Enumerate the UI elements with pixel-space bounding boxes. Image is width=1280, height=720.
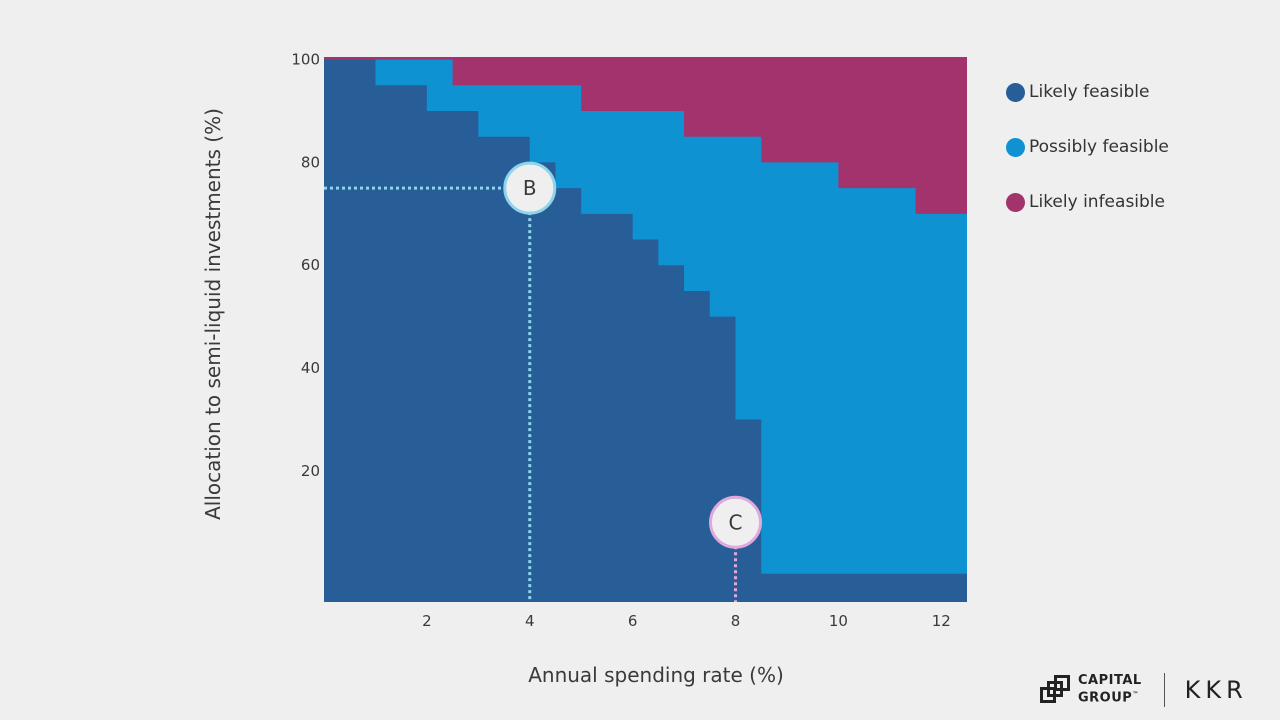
logo-divider xyxy=(1163,673,1165,707)
chart-areas xyxy=(324,57,967,603)
marker-circle-c xyxy=(709,495,763,549)
x-axis-title: Annual spending rate (%) xyxy=(528,663,784,687)
legend-label: Likely infeasible xyxy=(1029,192,1165,212)
legend-swatch-likely-feasible xyxy=(1006,82,1025,102)
footer-logos: CAPITAL GROUP™ KKR xyxy=(1040,672,1248,708)
legend-item-possibly-feasible: Possibly feasible xyxy=(1006,135,1169,159)
legend-swatch-possibly-feasible xyxy=(1006,137,1025,157)
y-axis-title: Allocation to semi-liquid investments (%… xyxy=(201,108,225,520)
capital-group-line2: GROUP xyxy=(1078,690,1133,706)
y-tick-label: 20 xyxy=(301,462,320,480)
x-tick-label: 10 xyxy=(829,612,848,630)
y-tick-label: 80 xyxy=(301,153,320,171)
x-tick-label: 2 xyxy=(422,612,432,630)
x-tick-label: 4 xyxy=(525,612,535,630)
marker-label-c: C xyxy=(729,510,743,534)
legend-swatch-likely-infeasible xyxy=(1006,192,1025,212)
legend: Likely feasible Possibly feasible Likely… xyxy=(1006,80,1169,245)
capital-group-wordmark: CAPITAL GROUP™ xyxy=(1078,674,1142,705)
y-tick-label: 100 xyxy=(291,51,320,69)
y-tick-label: 40 xyxy=(301,359,320,377)
trademark-mark: ™ xyxy=(1132,691,1139,699)
marker-circle-b xyxy=(503,161,557,215)
legend-item-likely-feasible: Likely feasible xyxy=(1006,80,1169,104)
legend-label: Possibly feasible xyxy=(1029,137,1169,157)
legend-label: Likely feasible xyxy=(1029,82,1150,102)
x-tick-label: 8 xyxy=(731,612,741,630)
legend-item-likely-infeasible: Likely infeasible xyxy=(1006,190,1169,214)
capital-group-logo-icon xyxy=(1040,675,1070,705)
area-likely-feasible xyxy=(324,59,967,603)
y-tick-label: 60 xyxy=(301,256,320,274)
annotation-markers: BC xyxy=(503,161,763,549)
marker-label-b: B xyxy=(523,176,537,200)
capital-group-line1: CAPITAL xyxy=(1078,673,1142,689)
x-tick-label: 12 xyxy=(932,612,951,630)
kkr-logo: KKR xyxy=(1184,676,1248,704)
x-axis-ticks: 2 4 6 8 10 12 xyxy=(422,612,951,630)
y-axis-ticks: 20 40 60 80 100 xyxy=(291,51,320,480)
x-tick-label: 6 xyxy=(628,612,638,630)
